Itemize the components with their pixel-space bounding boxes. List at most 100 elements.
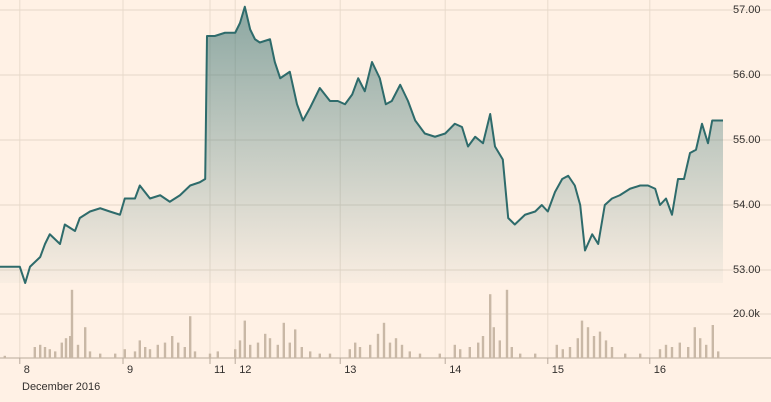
volume-bar [534,353,537,358]
x-tick-label: 13 [344,364,356,376]
y-tick-label: 54.00 [733,199,761,211]
volume-bar [148,349,152,358]
x-tick-label: 16 [654,364,666,376]
volume-bar [693,327,696,358]
volume-bar [163,342,167,358]
volume-bar [699,338,702,358]
volume-bar [144,347,147,358]
x-tick-label: 14 [449,364,461,376]
volume-bar [453,344,456,358]
volume-bar [33,347,36,358]
volume-bar [459,349,462,358]
volume-bar [438,353,441,358]
volume-bar [624,353,627,358]
volume-bar [76,344,80,358]
volume-bar [54,351,57,358]
volume-bar [114,353,117,358]
volume-bar [468,347,471,358]
volume-bar [300,347,303,358]
price-line [0,5,723,284]
volume-bar [43,347,47,358]
volume-bar [60,342,63,358]
volume-bar [84,327,87,358]
volume-bar [376,333,380,358]
volume-bar [388,342,392,358]
x-tick-label: 15 [552,364,564,376]
volume-bar [576,338,579,358]
volume-bar [492,327,495,358]
volume-bar [354,342,357,358]
volume-bar [510,347,513,358]
volume-bar [48,349,51,358]
x-tick-label: 11 [214,364,225,376]
y-tick-label: 55.00 [733,134,761,146]
volume-bar [519,353,522,358]
volume-bar [70,289,74,358]
volume-bar [598,331,602,358]
volume-bar [216,351,219,358]
volume-bar [208,353,212,358]
volume-bar [183,347,186,358]
volume-bar [243,320,246,358]
y-tick-label: 56.00 [733,69,761,81]
volume-bar [264,333,267,358]
volume-bar [294,329,297,358]
x-tick-label: 12 [239,364,251,376]
volume-bar [39,344,42,358]
volume-bar [268,338,272,358]
volume-bar [678,342,681,358]
y-tick-label: 57.00 [733,4,761,16]
volume-bar [711,325,714,358]
volume-bar [193,351,197,358]
x-tick-label: 8 [24,364,30,376]
volume-bar [189,316,192,358]
volume-bar [64,338,68,358]
volume-bar [489,294,492,358]
volume-bar [705,344,708,358]
volume-bar [282,322,285,358]
volume-bar [610,347,614,358]
volume-bar [288,342,291,358]
volume-bar [394,338,398,358]
volume-bar [498,340,501,358]
volume-bar [69,336,72,358]
volume-bar [133,351,137,358]
volume-bar [276,344,279,358]
y-tick-label: 20.0k [733,308,760,320]
volume-bar [658,349,662,358]
volume-bar [318,353,321,358]
volume-bar [586,327,590,358]
volume-bar [348,349,351,358]
volume-bar [568,347,572,358]
volume-bar [382,322,386,358]
volume-bar [561,349,564,358]
volume-bar [717,351,720,358]
volume-bar [99,353,102,358]
volume-bar [3,355,6,358]
volume-bar [369,344,372,358]
volume-bar [664,344,668,358]
volume-bar [639,353,642,358]
volume-bar [123,349,126,358]
volume-bar [670,347,674,358]
volume-bar [249,344,252,358]
volume-bar [400,344,404,358]
volume-bar [156,344,159,358]
volume-bar [328,353,332,358]
area [0,6,723,283]
volume-bar [177,342,180,358]
volume-bar [481,336,485,358]
volume-bar [234,349,237,358]
y-tick-label: 53.00 [733,264,761,276]
volume-bar [687,347,690,358]
volume-bar [238,340,242,358]
volume-bar [604,340,608,358]
volume-bar [358,347,362,358]
volume-bar [171,336,174,358]
volume-bar [555,344,558,358]
volume-bar [418,353,422,358]
volume-bar [138,340,141,358]
volume-bar [408,351,411,358]
volume-bar [256,342,260,358]
